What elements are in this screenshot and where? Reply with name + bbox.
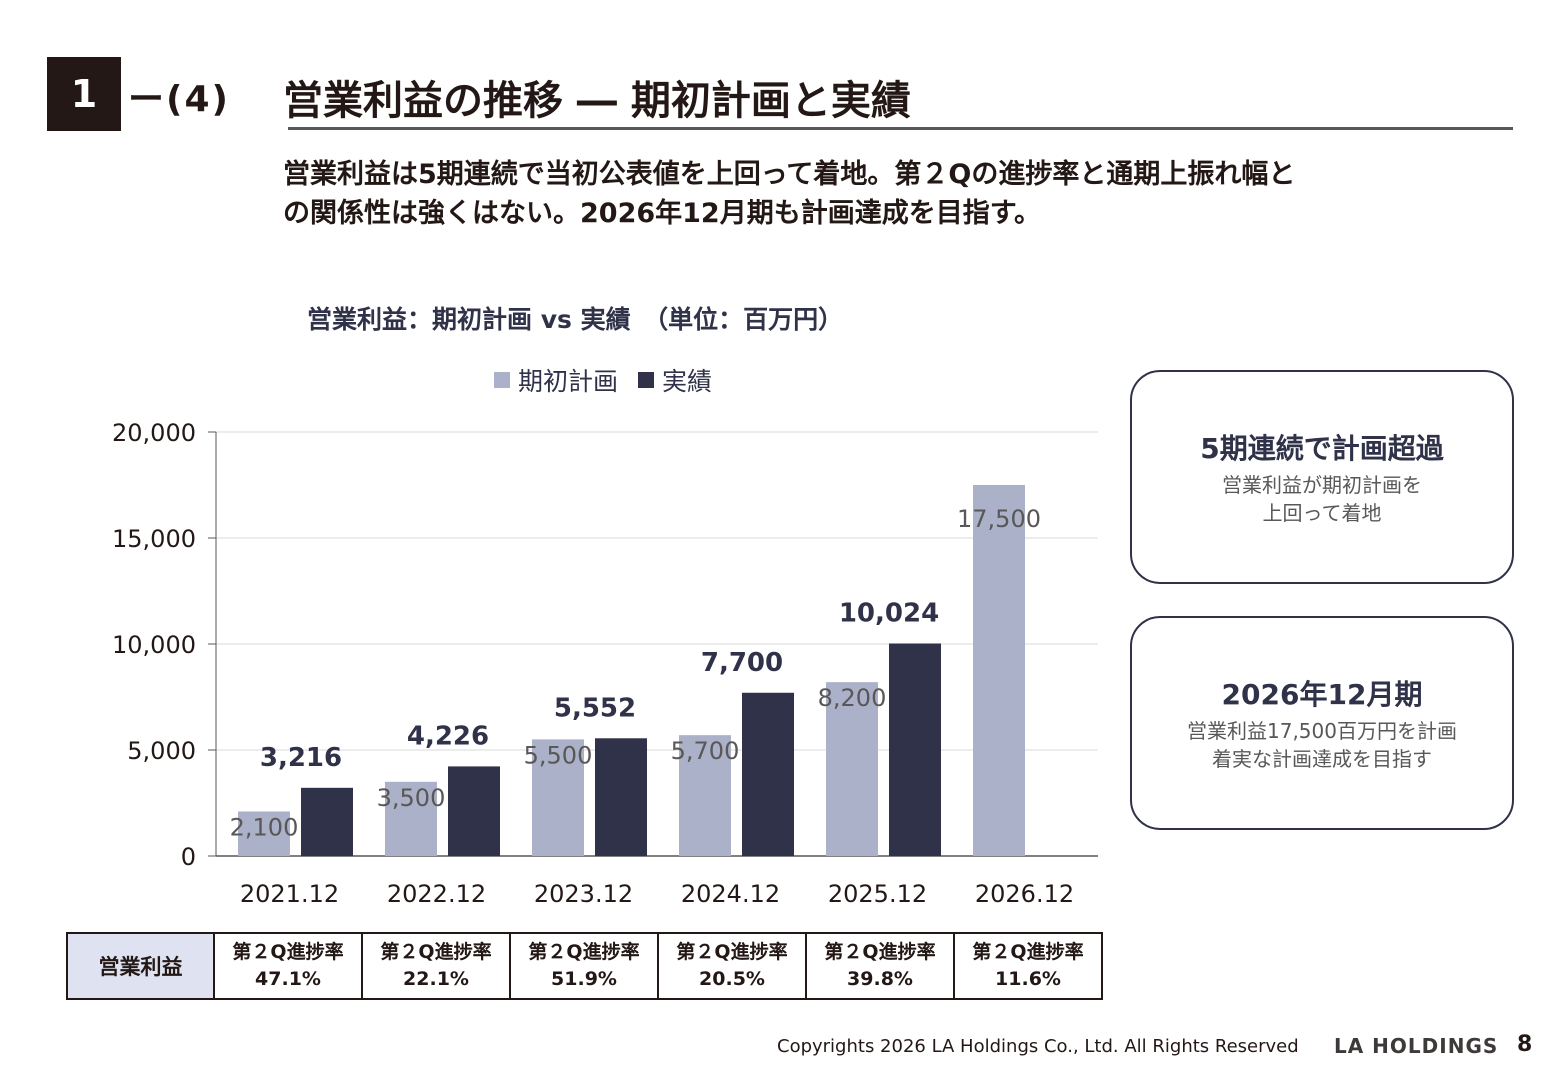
table-row: 営業利益 第２Q進捗率 47.1% 第２Q進捗率 22.1% 第２Q進捗率 51.9%… [66, 932, 1103, 1000]
x-tick-label: 2022.12 [387, 880, 486, 908]
data-label-plan: 3,500 [377, 784, 446, 812]
data-label-actual: 10,024 [839, 598, 939, 628]
bar-plan [238, 811, 290, 856]
x-tick-label: 2025.12 [828, 880, 927, 908]
cell-value: 39.8% [847, 968, 913, 990]
page-number: 8 [1517, 1032, 1533, 1057]
legend-item-actual: 実績 [638, 362, 712, 398]
section-number-badge: 1 [47, 57, 121, 131]
legend-label-plan: 期初計画 [518, 367, 619, 396]
bar-plan [826, 682, 878, 856]
table-cell: 第２Q進捗率 39.8% [805, 932, 955, 1000]
data-label-plan: 5,500 [524, 741, 593, 769]
callout-2-line-2: 着実な計画達成を目指す [1212, 747, 1432, 771]
legend-swatch-plan [494, 372, 510, 388]
cell-value: 11.6% [995, 968, 1061, 990]
bar-actual [301, 787, 353, 856]
data-label-actual: 5,552 [554, 693, 636, 723]
cell-value: 22.1% [403, 968, 469, 990]
cell-label: 第２Q進捗率 [972, 941, 1084, 963]
y-tick-label: 10,000 [112, 631, 196, 659]
table-row-header: 営業利益 [66, 932, 215, 1000]
lead-line-2: の関係性は強くはない。2026年12月期も計画達成を目指す。 [283, 198, 1042, 229]
data-label-plan: 5,700 [671, 737, 740, 765]
cell-label: 第２Q進捗率 [380, 941, 492, 963]
table-cell: 第２Q進捗率 20.5% [657, 932, 807, 1000]
chart-legend: 期初計画 実績 [494, 362, 732, 398]
bar-plan [385, 781, 437, 856]
data-label-plan: 2,100 [230, 813, 299, 841]
operating-profit-chart: 0 5,000 10,000 15,000 20,000 2,100 3,216 2021.1… [112, 419, 1098, 908]
brand-logo: LA HOLDINGS [1334, 1034, 1499, 1058]
bar-actual [889, 643, 941, 856]
cell-label: 第２Q進捗率 [528, 941, 640, 963]
table-cell: 第２Q進捗率 11.6% [953, 932, 1103, 1000]
table-cell: 第２Q進捗率 51.9% [509, 932, 659, 1000]
callout-1-heading: 5期連続で計画超過 [1200, 432, 1444, 465]
bar-plan [973, 485, 1025, 856]
bar-actual [448, 766, 500, 856]
table-cell: 第２Q進捗率 22.1% [361, 932, 511, 1000]
x-tick-label: 2024.12 [681, 880, 780, 908]
x-tick-label: 2021.12 [240, 880, 339, 908]
cell-label: 第２Q進捗率 [676, 941, 788, 963]
cell-value: 20.5% [699, 968, 765, 990]
copyright-text: Copyrights 2026 LA Holdings Co., Ltd. Al… [777, 1036, 1299, 1057]
lead-text: 営業利益は5期連続で当初公表値を上回って着地。第２Qの進捗率と通期上振れ幅と の… [283, 155, 1503, 233]
cell-value: 51.9% [551, 968, 617, 990]
lead-line-1: 営業利益は5期連続で当初公表値を上回って着地。第２Qの進捗率と通期上振れ幅と [283, 159, 1296, 190]
data-label-plan: 17,500 [957, 505, 1041, 533]
legend-label-actual: 実績 [662, 367, 713, 396]
y-tick-label: 20,000 [112, 419, 196, 447]
table-cell: 第２Q進捗率 47.1% [213, 932, 363, 1000]
callout-1-line-1: 営業利益が期初計画を [1222, 473, 1422, 497]
section-subnumber: ー(4) [128, 79, 230, 120]
data-label-actual: 3,216 [260, 743, 342, 773]
legend-item-plan: 期初計画 [494, 362, 618, 398]
callout-2026-plan: 2026年12月期 営業利益17,500百万円を計画 着実な計画達成を目指す [1130, 616, 1514, 830]
callout-2-line-1: 営業利益17,500百万円を計画 [1187, 719, 1457, 743]
data-label-actual: 4,226 [407, 721, 489, 751]
bar-plan [532, 739, 584, 856]
bar-actual [595, 738, 647, 856]
y-tick-label: 0 [181, 843, 196, 871]
y-tick-label: 5,000 [127, 737, 196, 765]
y-tick-label: 15,000 [112, 525, 196, 553]
chart-title: 営業利益：期初計画 vs 実績 （単位：百万円） [307, 305, 844, 334]
data-label-plan: 8,200 [818, 684, 887, 712]
q2-progress-table: 営業利益 第２Q進捗率 47.1% 第２Q進捗率 22.1% 第２Q進捗率 51.9%… [66, 932, 1103, 1000]
cell-value: 47.1% [255, 968, 321, 990]
bar-actual [742, 692, 794, 856]
x-tick-label: 2026.12 [975, 880, 1074, 908]
page-title: 営業利益の推移 ― 期初計画と実績 [283, 78, 911, 124]
data-label-actual: 7,700 [701, 648, 783, 678]
callout-1-line-2: 上回って着地 [1262, 501, 1382, 525]
legend-swatch-actual [638, 372, 655, 388]
cell-label: 第２Q進捗率 [824, 941, 936, 963]
section-number: 1 [70, 72, 98, 116]
title-divider [288, 127, 1513, 130]
x-tick-label: 2023.12 [534, 880, 633, 908]
bar-plan [679, 735, 731, 856]
callout-plan-exceeded: 5期連続で計画超過 営業利益が期初計画を 上回って着地 [1130, 370, 1514, 584]
callout-2-heading: 2026年12月期 [1221, 678, 1423, 711]
cell-label: 第２Q進捗率 [232, 941, 344, 963]
